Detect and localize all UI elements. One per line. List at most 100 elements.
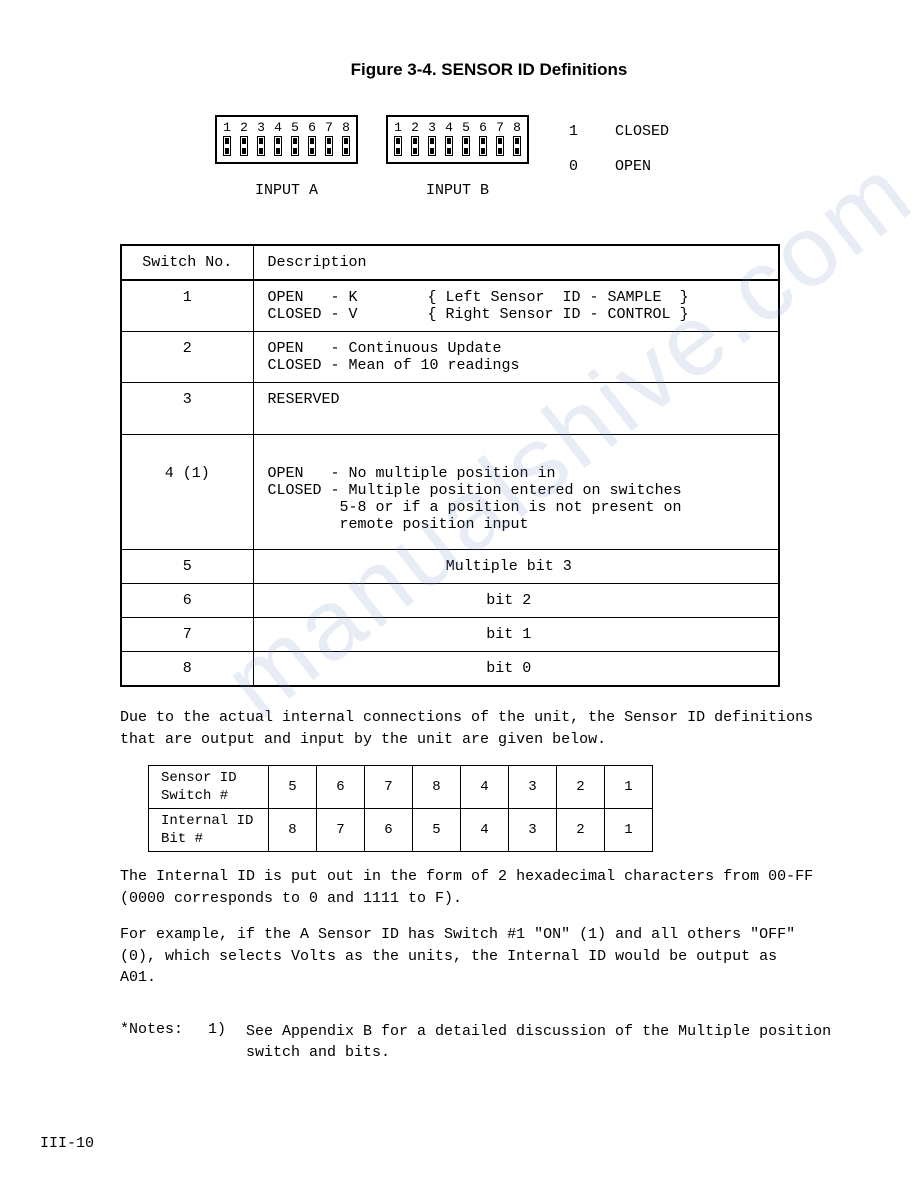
desc-text: 5-8 or if a position is not present on bbox=[268, 499, 765, 516]
cell: 8 bbox=[269, 808, 317, 851]
switch-number: 7 bbox=[121, 618, 253, 652]
switch-number: 8 bbox=[121, 652, 253, 687]
switch-icon bbox=[411, 136, 419, 156]
id-bit-table: Sensor ID Switch # 5 6 7 8 4 3 2 1 Inter… bbox=[148, 765, 653, 853]
table-row: 2 OPEN - Continuous Update CLOSED - Mean… bbox=[121, 332, 779, 383]
dip-input-a: 1 2 3 4 5 6 7 8 bbox=[215, 115, 358, 199]
dip-num: 5 bbox=[462, 120, 470, 135]
switch-icon bbox=[462, 136, 470, 156]
cell: 3 bbox=[509, 765, 557, 808]
paragraph: Due to the actual internal connections o… bbox=[120, 707, 820, 751]
desc-text: CLOSED - Mean of 10 readings bbox=[268, 357, 765, 374]
cell: 6 bbox=[365, 808, 413, 851]
cell: 7 bbox=[365, 765, 413, 808]
table-row: Internal ID Bit # 8 7 6 5 4 3 2 1 bbox=[149, 808, 653, 851]
cell: 5 bbox=[413, 808, 461, 851]
switch-icon bbox=[308, 136, 316, 156]
table-row: 5 Multiple bit 3 bbox=[121, 550, 779, 584]
notes-label: *Notes: bbox=[120, 1021, 196, 1063]
page-content: Figure 3-4. SENSOR ID Definitions 1 2 3 … bbox=[0, 0, 918, 1103]
cell: 3 bbox=[509, 808, 557, 851]
dip-num: 3 bbox=[257, 120, 265, 135]
cell: 5 bbox=[269, 765, 317, 808]
table-header-switch: Switch No. bbox=[121, 245, 253, 280]
cell: 1 bbox=[605, 808, 653, 851]
cell: 2 bbox=[557, 765, 605, 808]
paragraph: The Internal ID is put out in the form o… bbox=[120, 866, 820, 910]
switch-icon bbox=[496, 136, 504, 156]
switch-icon bbox=[291, 136, 299, 156]
cell: 8 bbox=[413, 765, 461, 808]
table-row: 4 (1) OPEN - No multiple position in CLO… bbox=[121, 435, 779, 550]
desc-text: { Right Sensor ID - CONTROL } bbox=[428, 306, 689, 323]
cell: 7 bbox=[317, 808, 365, 851]
dip-num: 2 bbox=[240, 120, 248, 135]
legend-closed-label: CLOSED bbox=[615, 115, 669, 150]
dip-num: 8 bbox=[342, 120, 350, 135]
dip-switch-row: 1 2 3 4 5 6 7 8 bbox=[120, 115, 858, 199]
desc-text: bit 1 bbox=[253, 618, 779, 652]
cell: 4 bbox=[461, 765, 509, 808]
switch-icon bbox=[513, 136, 521, 156]
dip-legend: 1 CLOSED 0 OPEN bbox=[569, 115, 669, 184]
switch-number: 6 bbox=[121, 584, 253, 618]
legend-open-key: 0 bbox=[569, 150, 585, 185]
table-row: 7 bit 1 bbox=[121, 618, 779, 652]
table-row: 8 bit 0 bbox=[121, 652, 779, 687]
switch-icon bbox=[394, 136, 402, 156]
desc-text: OPEN - K bbox=[268, 289, 428, 306]
dip-num: 1 bbox=[394, 120, 402, 135]
switch-icon bbox=[342, 136, 350, 156]
dip-num: 6 bbox=[479, 120, 487, 135]
notes-text: See Appendix B for a detailed discussion… bbox=[246, 1021, 858, 1063]
cell: 4 bbox=[461, 808, 509, 851]
dip-num: 1 bbox=[223, 120, 231, 135]
desc-text: RESERVED bbox=[268, 391, 765, 408]
cell: 6 bbox=[317, 765, 365, 808]
switch-icon bbox=[445, 136, 453, 156]
dip-num: 7 bbox=[325, 120, 333, 135]
desc-text: bit 2 bbox=[253, 584, 779, 618]
legend-closed-key: 1 bbox=[569, 115, 585, 150]
dip-num: 7 bbox=[496, 120, 504, 135]
switch-icon bbox=[479, 136, 487, 156]
switch-number: 5 bbox=[121, 550, 253, 584]
switch-icon bbox=[223, 136, 231, 156]
dip-label-a: INPUT A bbox=[255, 182, 318, 199]
legend-open-label: OPEN bbox=[615, 150, 651, 185]
desc-text: OPEN - Continuous Update bbox=[268, 340, 765, 357]
desc-text: remote position input bbox=[268, 516, 765, 533]
switch-icon bbox=[240, 136, 248, 156]
row-label: Internal ID Bit # bbox=[149, 808, 269, 851]
dip-num: 3 bbox=[428, 120, 436, 135]
switch-icon bbox=[325, 136, 333, 156]
table-row: 6 bit 2 bbox=[121, 584, 779, 618]
table-header-desc: Description bbox=[253, 245, 779, 280]
page-number: III-10 bbox=[40, 1135, 94, 1152]
desc-text: bit 0 bbox=[253, 652, 779, 687]
dip-num: 4 bbox=[274, 120, 282, 135]
desc-text: CLOSED - Multiple position entered on sw… bbox=[268, 482, 765, 499]
dip-num: 8 bbox=[513, 120, 521, 135]
switch-number: 1 bbox=[121, 280, 253, 332]
switch-icon bbox=[428, 136, 436, 156]
table-row: 3 RESERVED bbox=[121, 383, 779, 435]
notes-number: 1) bbox=[208, 1021, 234, 1063]
desc-text: CLOSED - V bbox=[268, 306, 428, 323]
figure-title: Figure 3-4. SENSOR ID Definitions bbox=[120, 60, 858, 80]
dip-input-b: 1 2 3 4 5 6 7 8 bbox=[386, 115, 529, 199]
cell: 1 bbox=[605, 765, 653, 808]
switch-icon bbox=[257, 136, 265, 156]
switch-definition-table: Switch No. Description 1 OPEN - K CLOSED… bbox=[120, 244, 780, 687]
cell: 2 bbox=[557, 808, 605, 851]
dip-label-b: INPUT B bbox=[426, 182, 489, 199]
switch-icon bbox=[274, 136, 282, 156]
dip-num: 6 bbox=[308, 120, 316, 135]
table-row: 1 OPEN - K CLOSED - V { Left Sensor ID -… bbox=[121, 280, 779, 332]
desc-text: { Left Sensor ID - SAMPLE } bbox=[428, 289, 689, 306]
desc-text: OPEN - No multiple position in bbox=[268, 465, 765, 482]
switch-number: 4 (1) bbox=[121, 435, 253, 550]
dip-num: 5 bbox=[291, 120, 299, 135]
dip-num: 2 bbox=[411, 120, 419, 135]
table-row: Sensor ID Switch # 5 6 7 8 4 3 2 1 bbox=[149, 765, 653, 808]
